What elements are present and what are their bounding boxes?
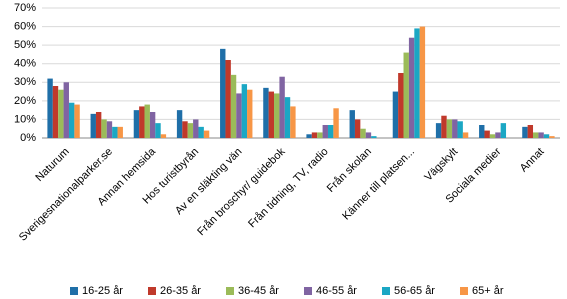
bar (160, 134, 167, 138)
legend-label: 36-45 år (238, 285, 279, 297)
y-tick-label: 10% (14, 113, 36, 125)
bar (527, 125, 534, 138)
bar (63, 82, 69, 138)
x-tick-label: Vägskylt (422, 146, 460, 184)
bar (220, 48, 226, 138)
bar (47, 78, 53, 138)
bar (106, 121, 113, 138)
legend-swatch (304, 287, 312, 295)
bar (408, 37, 415, 138)
bar (371, 136, 377, 138)
legend-label: 65+ år (472, 285, 504, 297)
y-tick-label: 70% (14, 2, 36, 14)
bar (441, 115, 447, 138)
bar (479, 125, 485, 138)
bar (230, 74, 237, 138)
bar (198, 126, 204, 138)
bar (322, 125, 328, 138)
legend-label: 26-35 år (160, 285, 201, 297)
bar (139, 106, 145, 138)
legend-swatch (148, 287, 156, 295)
bar (279, 76, 285, 138)
bar (398, 73, 404, 138)
bar (95, 112, 102, 138)
bar (90, 113, 96, 138)
bar (333, 108, 339, 138)
bar (268, 91, 275, 138)
x-tick-label: Naturum (33, 146, 71, 184)
bar (317, 132, 323, 138)
bar (58, 89, 64, 138)
bar (311, 132, 318, 138)
bar (144, 104, 150, 138)
bar (349, 110, 355, 138)
bar (306, 134, 312, 138)
x-tick-label: Känner till platsen... (340, 146, 417, 223)
bar (101, 119, 107, 138)
bar (149, 112, 156, 138)
y-tick-label: 20% (14, 95, 36, 107)
bar (446, 119, 453, 138)
bar (182, 121, 188, 138)
bar (419, 26, 426, 139)
y-tick-label: 40% (14, 58, 36, 70)
x-tick-label: Från broschyr/ guidebok (195, 145, 288, 238)
bar (403, 52, 409, 139)
bar (452, 119, 458, 138)
y-tick-label: 50% (14, 39, 36, 51)
legend-label: 16-25 år (82, 285, 123, 297)
bar (247, 89, 253, 138)
bar (365, 132, 372, 138)
x-tick-label: Från tidning, TV, radio (246, 146, 331, 231)
bar (522, 126, 528, 138)
bar (263, 87, 269, 138)
bar (193, 119, 199, 138)
bar (225, 60, 231, 138)
x-tick-label: Annat (518, 146, 547, 175)
bar (176, 110, 183, 138)
bar (495, 132, 501, 138)
bar (354, 119, 361, 138)
bar (290, 106, 296, 138)
bar (549, 136, 555, 138)
bar (187, 123, 194, 138)
bar (236, 93, 242, 138)
bar (538, 132, 544, 138)
bar (414, 28, 420, 138)
bar (360, 128, 366, 138)
y-tick-label: 30% (14, 76, 36, 88)
legend-label: 56-65 år (394, 285, 435, 297)
bar (155, 123, 161, 138)
bar (435, 123, 442, 138)
bar (462, 132, 469, 138)
legend-swatch (382, 287, 390, 295)
bar (392, 91, 399, 138)
bar (489, 134, 496, 138)
bar (112, 126, 118, 138)
bar (203, 130, 210, 138)
bar (500, 123, 507, 138)
bar (241, 84, 248, 138)
y-tick-label: 60% (14, 20, 36, 32)
bar (117, 126, 123, 138)
bar (52, 86, 59, 138)
bar (327, 125, 334, 138)
legend-swatch (226, 287, 234, 295)
bar (133, 110, 140, 138)
bar (533, 132, 539, 138)
legend-swatch (70, 287, 78, 295)
bar (74, 104, 80, 138)
legend-label: 46-55 år (316, 285, 357, 297)
y-tick-label: 0% (20, 132, 36, 144)
bar (543, 134, 550, 138)
bar (457, 121, 463, 138)
bar (274, 93, 280, 138)
bar (284, 97, 291, 138)
legend-swatch (460, 287, 468, 295)
bar (484, 130, 490, 138)
bar (68, 102, 75, 138)
